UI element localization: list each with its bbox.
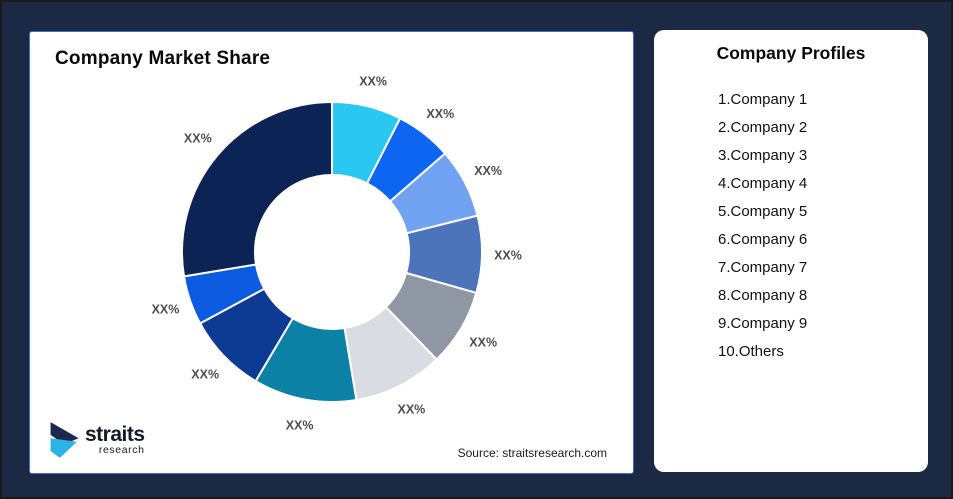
slice-value-label-4: XX% bbox=[494, 248, 522, 262]
profile-item-8: 8.Company 8 bbox=[718, 287, 808, 304]
chart-title: Company Market Share bbox=[55, 48, 271, 69]
profile-item-6: 6.Company 6 bbox=[718, 231, 808, 248]
profile-item-4: 4.Company 4 bbox=[718, 175, 808, 192]
slice-value-label-9: XX% bbox=[152, 303, 180, 317]
slice-value-label-6: XX% bbox=[398, 403, 426, 417]
profile-item-5: 5.Company 5 bbox=[718, 203, 808, 220]
slice-value-label-7: XX% bbox=[286, 419, 314, 433]
logo-text-block: straits research bbox=[85, 422, 145, 456]
market-share-chart-card: Company Market Share XX% XX% XX% XX% XX% XX% X… bbox=[29, 31, 634, 474]
logo-sub-text: research bbox=[98, 443, 145, 456]
company-profiles-card: Company Profiles 1.Company 1 2.Company 2… bbox=[654, 30, 928, 472]
profile-item-3: 3.Company 3 bbox=[718, 147, 808, 164]
slice-value-label-2: XX% bbox=[426, 107, 454, 121]
profile-item-2: 2.Company 2 bbox=[718, 119, 808, 136]
slice-value-label-8: XX% bbox=[191, 368, 219, 382]
slice-value-label-5: XX% bbox=[469, 336, 497, 350]
slice-value-label-3: XX% bbox=[474, 164, 502, 178]
market-share-donut-chart: XX% XX% XX% XX% XX% XX% XX% XX% XX% XX% bbox=[152, 74, 522, 433]
profile-item-1: 1.Company 1 bbox=[718, 91, 808, 108]
profile-item-10: 10.Others bbox=[718, 343, 784, 360]
profiles-list: 1.Company 1 2.Company 2 3.Company 3 4.Co… bbox=[654, 86, 928, 366]
donut-slice-others bbox=[181, 101, 333, 278]
slice-value-label-10: XX% bbox=[184, 132, 212, 146]
slice-value-label-1: XX% bbox=[359, 74, 387, 88]
source-attribution: Source: straitsresearch.com bbox=[457, 446, 607, 460]
straits-research-logo-icon bbox=[50, 422, 79, 458]
logo-brand-text: straits bbox=[85, 422, 145, 446]
profile-item-9: 9.Company 9 bbox=[718, 315, 808, 332]
profiles-title: Company Profiles bbox=[716, 43, 866, 63]
straits-research-logo: straits research bbox=[48, 419, 145, 461]
profile-item-7: 7.Company 7 bbox=[718, 259, 808, 276]
